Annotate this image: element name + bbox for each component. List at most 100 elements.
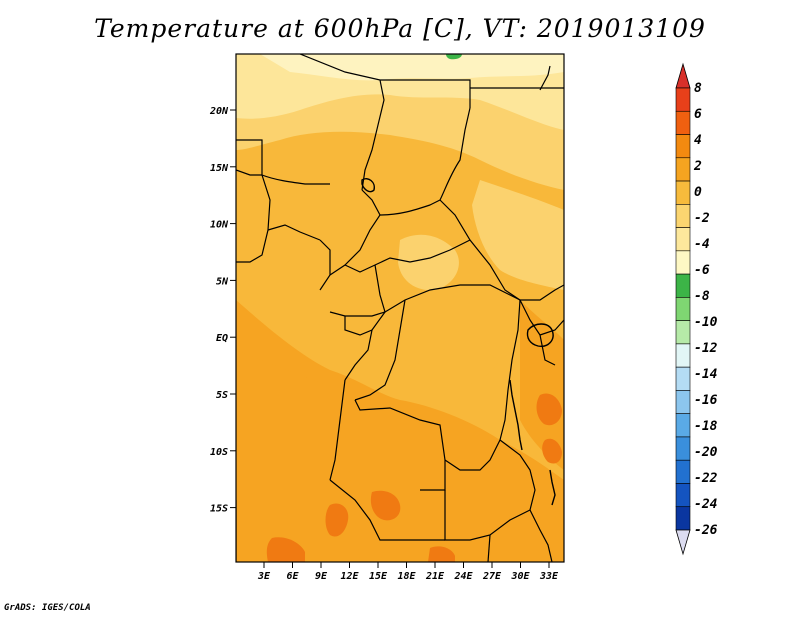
border-path [344,239,471,273]
colorbar-label: -6 [694,263,710,278]
colorbar-segment [675,87,691,112]
green-blob-north [446,54,462,60]
map-frame [235,53,565,563]
y-tick-label: EQ [216,333,228,344]
colorbar-label: 2 [693,159,702,174]
colorbar-segment [675,320,691,345]
colorbar-label: -8 [694,289,710,304]
colorbar-segment [675,343,691,368]
border-path [520,284,564,301]
x-tick-label: 15E [369,571,388,582]
border-path [329,379,346,481]
colorbar-label: -4 [694,237,710,252]
colorbar: 8 6 4 2 0 -2 -4 -6 -8 -10 -12 -14 -16 -18 -20 -22 -24 -26 [675,62,718,556]
cream-top-strip [260,54,564,81]
colorbar-segment [675,506,691,531]
lake-tanganyika [509,379,523,451]
pale-region-east [472,180,564,290]
map-area [236,54,564,562]
border-path [439,199,521,301]
border-path [539,65,551,91]
light-patch-central [400,286,511,387]
x-tick-label: 24E [453,571,473,582]
lakes [361,178,556,506]
border-path [361,79,385,191]
border-path [344,311,386,336]
border-path [267,224,321,241]
colorbar-label: 6 [694,107,702,122]
colorbar-label: -2 [694,211,710,226]
colorbar-bottom-arrow [675,529,691,556]
footer-credit: GrADS: IGES/COLA [4,603,91,613]
x-tick-label: 33E [539,571,559,582]
colorbar-label: -24 [694,497,718,512]
colorbar-label: -18 [694,419,718,434]
x-tick-label: 30E [510,571,530,582]
colorbar-label: -14 [694,367,718,382]
colorbar-segment [675,459,691,484]
x-tick-label: 9E [315,571,328,582]
colorbar-top-arrow [675,62,691,89]
warm-patch-e-2 [542,438,562,464]
x-tick-label: 12E [340,571,359,582]
warm-patch-s-2 [428,546,455,562]
border-path [236,174,271,263]
y-tick-label: 15S [210,504,228,515]
border-path [487,534,491,562]
border-path [539,334,556,366]
colorbar-segment [675,366,691,391]
colorbar-label: -22 [694,471,718,486]
warm-patch-sw-2 [325,503,349,537]
border-path [529,509,553,562]
warm-patch-e-1 [536,393,562,426]
y-tick-label: 20N [209,106,229,117]
colorbar-label: -20 [694,445,718,460]
colorbar-segment [675,297,691,321]
border-path [329,264,386,317]
border-path [499,299,521,441]
x-tick-label: 21E [425,571,445,582]
border-path [319,239,331,291]
colorbar-label: -26 [694,523,718,538]
colorbar-segment [675,110,691,135]
colorbar-segment [675,436,691,461]
border-path [499,439,536,511]
colorbar-segment [675,413,691,438]
border-path [329,479,445,541]
colorbar-label: 0 [694,185,702,200]
y-tick-label: 15N [210,163,229,174]
colorbar-segment [675,273,691,298]
y-axis: 20N 15N 10N 5N EQ 5S 10S 15S [209,106,236,515]
warm-patch-s-1 [370,490,401,521]
colorbar-label: 8 [694,81,702,96]
colorbar-segment [675,157,691,182]
colorbar-segment [675,483,691,508]
border-path [379,199,441,216]
colorbar-segment [675,390,691,414]
y-tick-label: 10N [210,220,229,231]
border-path [354,399,446,491]
border-path [354,299,406,401]
colorbar-label: -16 [694,393,718,408]
y-tick-label: 5S [216,390,228,401]
colorbar-segment [675,204,691,228]
colorbar-label: -10 [694,315,718,330]
border-path [439,107,471,201]
x-tick-label: 6E [286,571,299,582]
colorbar-segment [675,227,691,252]
lake-victoria [526,323,554,347]
warm-patch-sw-1 [266,537,305,562]
x-axis: 3E 6E 9E 12E 15E 18E 21E 24E 27E 30E 33E [257,562,559,582]
y-tick-label: 5N [216,276,229,287]
pale-region-central [398,234,459,291]
colorbar-segment [675,134,691,159]
border-path [444,439,501,471]
y-tick-label: 10S [210,447,228,458]
x-tick-label: 27E [482,571,502,582]
border-path [344,329,373,381]
border-path [384,284,521,313]
border-path [444,490,531,541]
x-tick-label: 3E [257,571,271,582]
border-path [236,169,262,176]
